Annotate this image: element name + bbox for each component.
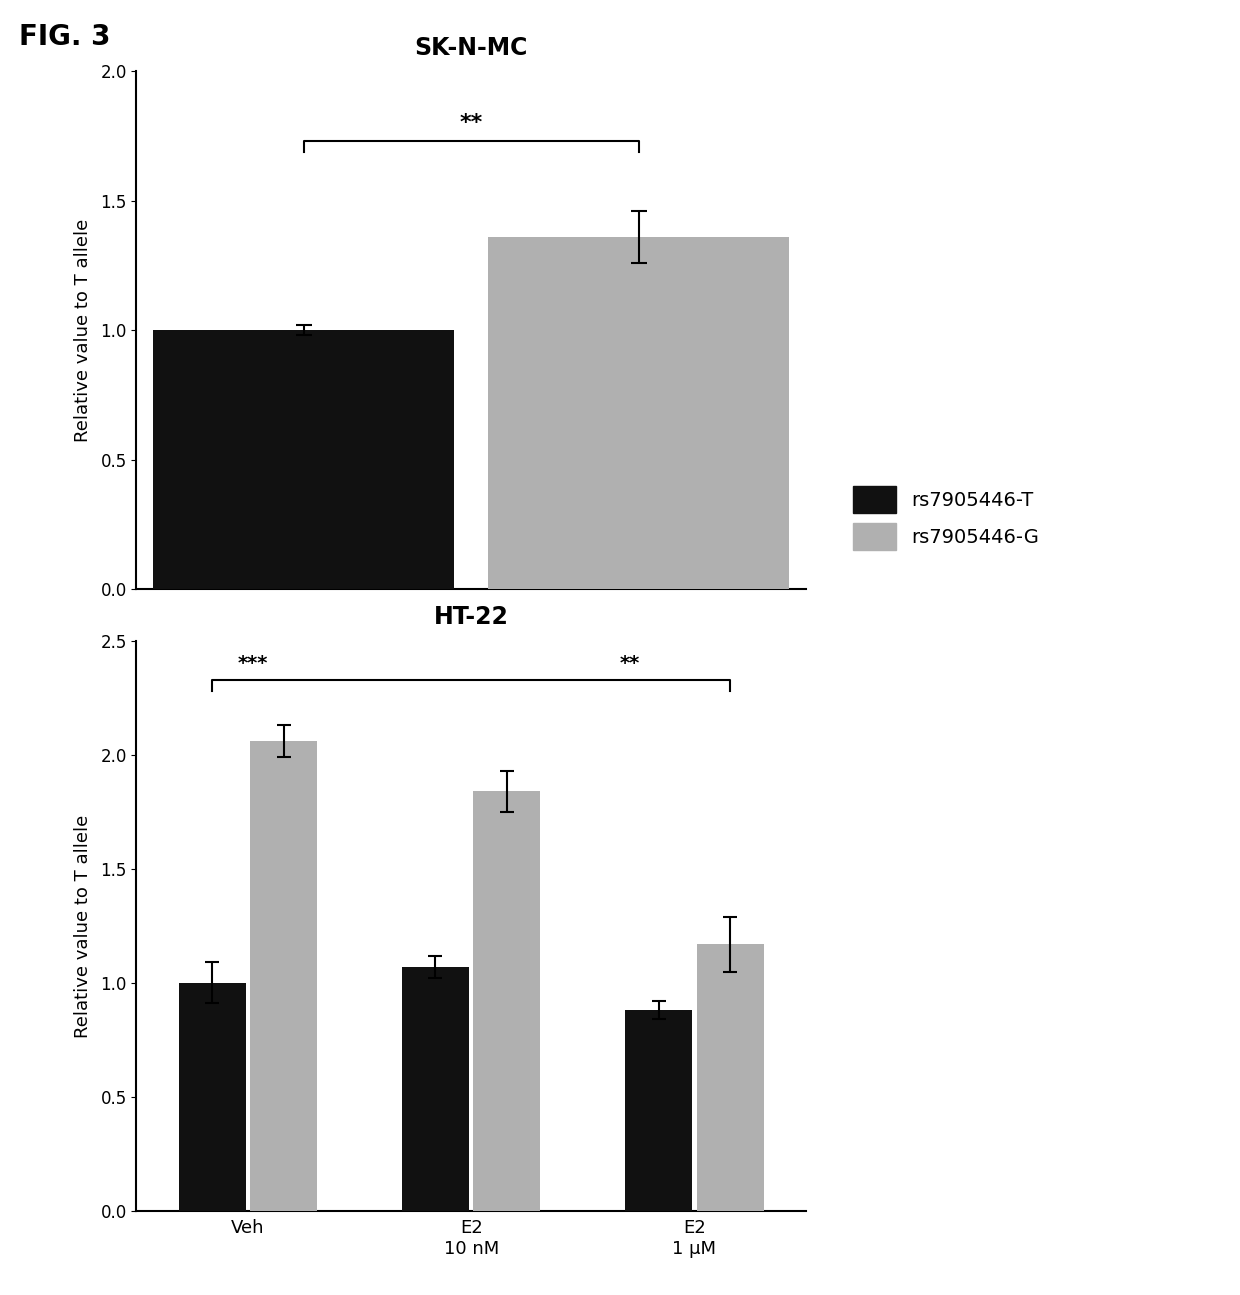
Y-axis label: Relative value to T allele: Relative value to T allele [74, 219, 92, 442]
Title: HT-22: HT-22 [434, 605, 508, 629]
Text: **: ** [460, 114, 482, 133]
Y-axis label: Relative value to T allele: Relative value to T allele [74, 815, 92, 1037]
Bar [474, 791, 541, 1211]
Bar [250, 741, 317, 1211]
Bar [402, 967, 469, 1211]
Bar [697, 944, 764, 1211]
Bar [625, 1010, 692, 1211]
Title: SK-N-MC: SK-N-MC [414, 35, 528, 60]
Text: **: ** [620, 654, 640, 673]
Text: FIG. 3: FIG. 3 [19, 23, 110, 52]
Bar [489, 237, 789, 589]
Bar [179, 983, 246, 1211]
Text: ***: *** [237, 654, 268, 673]
Legend: rs7905446-T, rs7905446-G: rs7905446-T, rs7905446-G [853, 486, 1039, 550]
Bar [154, 330, 455, 589]
